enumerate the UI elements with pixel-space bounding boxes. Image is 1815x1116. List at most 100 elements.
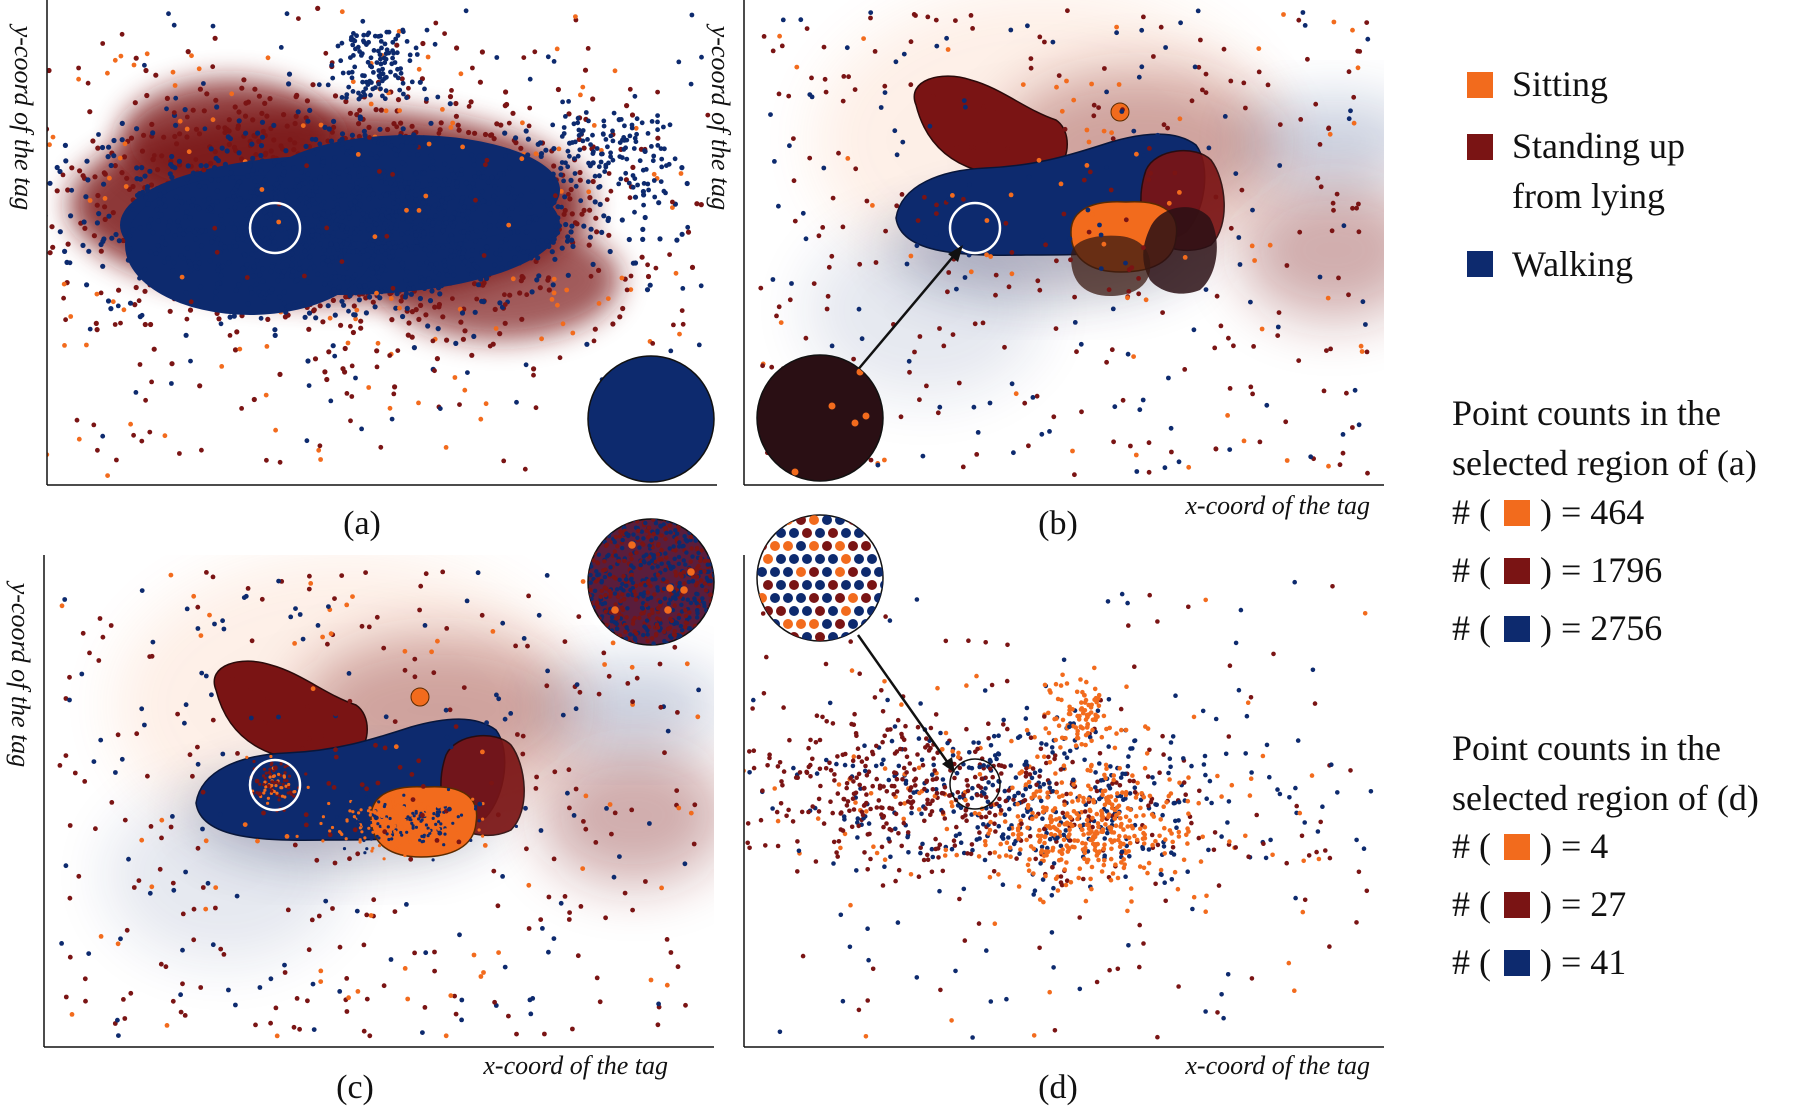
standing-point — [136, 878, 142, 883]
walking-point — [353, 375, 358, 381]
magnified-texture — [667, 546, 672, 551]
walking-point — [178, 199, 184, 205]
panel-c-selection-circle[interactable] — [248, 758, 302, 812]
sitting-point — [162, 433, 168, 439]
magnified-texture — [636, 528, 641, 533]
magnified-texture — [602, 585, 608, 590]
walking-point — [373, 221, 379, 227]
walking-point — [596, 164, 602, 170]
magnified-texture — [663, 567, 668, 573]
magnified-texture — [708, 574, 713, 579]
walking-point — [556, 223, 563, 229]
sitting-point — [172, 83, 178, 88]
sitting-point — [791, 468, 799, 476]
walking-point — [370, 270, 376, 276]
walking-point — [259, 134, 266, 140]
sitting-region-texture — [348, 809, 352, 813]
walking-point — [326, 604, 331, 609]
standing-point — [432, 368, 437, 374]
standing-point — [214, 249, 220, 255]
walking-point — [356, 194, 362, 200]
standing-point — [394, 124, 400, 130]
panel-b-selection-circle[interactable] — [948, 201, 1002, 255]
walking-point — [514, 201, 520, 207]
standing-point — [348, 418, 353, 424]
walking-point — [357, 49, 362, 54]
walking-point — [658, 179, 664, 185]
walking-point — [101, 236, 107, 242]
walking-point — [113, 231, 119, 238]
standing-point — [399, 76, 405, 82]
magnified-texture — [594, 538, 599, 544]
walking-point — [203, 163, 209, 169]
walking-point — [276, 253, 282, 259]
sitting-region-texture — [368, 820, 373, 825]
sitting-point — [354, 307, 360, 313]
walking-point — [228, 220, 235, 226]
walking-point — [306, 202, 312, 209]
walking-point — [310, 238, 316, 244]
walking-point — [494, 692, 499, 698]
selection-texture — [268, 775, 272, 779]
walking-point — [432, 202, 438, 209]
standing-point — [606, 673, 612, 679]
magnified-texture — [678, 623, 684, 629]
selection-texture — [284, 784, 288, 788]
walking-point — [342, 248, 348, 254]
standing-point — [82, 225, 88, 231]
standing-point — [491, 868, 497, 874]
walking-point — [150, 639, 156, 645]
sitting-point — [405, 996, 411, 1002]
magnified-texture — [706, 629, 712, 634]
sitting-region-texture — [443, 832, 447, 836]
walking-point — [67, 260, 73, 266]
walking-point — [261, 182, 267, 188]
density-halo — [544, 665, 714, 745]
walking-point — [459, 1017, 464, 1023]
walking-point — [443, 215, 449, 221]
sitting-region-texture — [474, 805, 478, 809]
magnified-texture — [651, 641, 656, 645]
standing-point — [553, 193, 558, 199]
standing-point — [133, 284, 139, 291]
walking-point — [391, 50, 396, 56]
standing-region[interactable] — [913, 75, 1068, 179]
walking-point — [422, 246, 428, 252]
sitting-point — [619, 275, 625, 281]
panel-a-selection-circle[interactable] — [248, 201, 302, 255]
standing-point — [453, 724, 459, 729]
magnified-texture — [694, 629, 699, 635]
walking-point — [302, 204, 308, 211]
walking-point — [305, 171, 311, 177]
standing-point — [184, 316, 190, 322]
standing-region[interactable] — [213, 660, 368, 764]
walking-point — [433, 269, 439, 275]
walking-point — [130, 227, 136, 233]
walking-point — [377, 52, 383, 58]
walking-point — [1104, 89, 1109, 95]
standing-point — [566, 767, 572, 773]
walking-point — [133, 390, 139, 395]
standing-point — [397, 764, 403, 770]
standing-point — [148, 824, 154, 829]
walking-point — [198, 243, 205, 249]
sitting-region[interactable] — [410, 687, 430, 707]
standing-point — [204, 570, 209, 575]
walking-point — [494, 55, 500, 60]
sitting-region[interactable] — [370, 785, 478, 858]
walking-point — [270, 222, 276, 228]
standing-point — [826, 264, 832, 270]
standing-point — [284, 123, 290, 129]
standing-point — [836, 150, 841, 156]
walking-point — [1097, 222, 1102, 228]
standing-point — [348, 323, 353, 329]
walking-point — [383, 192, 389, 198]
walking-point — [563, 114, 568, 119]
sitting-point — [471, 952, 477, 958]
sitting-point — [676, 805, 682, 811]
sitting-point — [1116, 82, 1122, 87]
standing-point — [1056, 73, 1062, 78]
standing-point — [132, 100, 138, 106]
walking-point — [487, 211, 493, 217]
walking-point — [1050, 39, 1056, 45]
